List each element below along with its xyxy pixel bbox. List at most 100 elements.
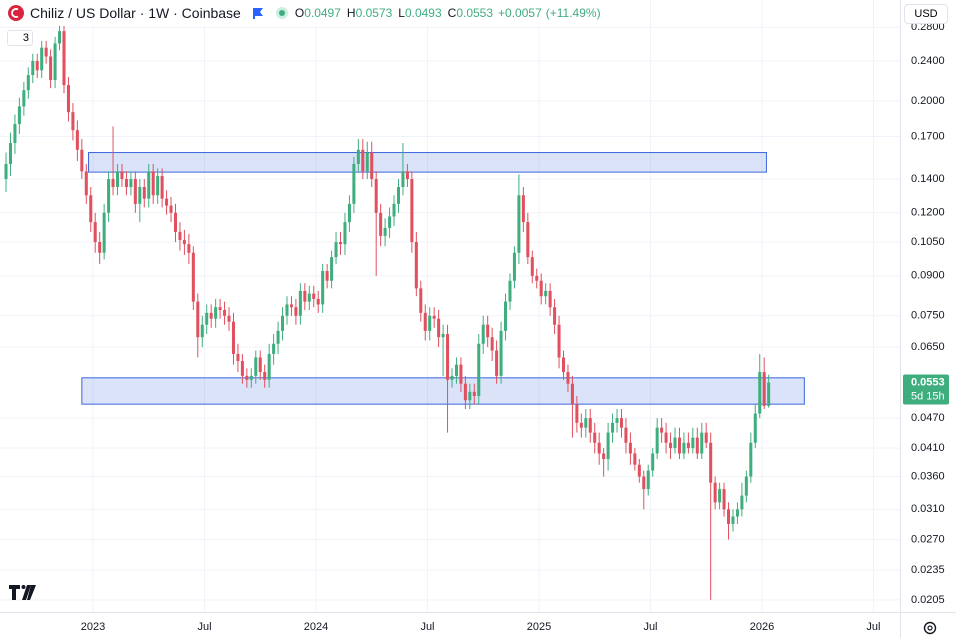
price-tag-label: 0.0553 bbox=[911, 376, 945, 388]
candle-body bbox=[660, 427, 664, 433]
x-tick-label: Jul bbox=[866, 621, 880, 633]
candle-body bbox=[477, 343, 481, 397]
currency-button[interactable]: USD bbox=[904, 4, 948, 24]
candle-body bbox=[236, 353, 240, 362]
y-tick-label: 0.0205 bbox=[911, 594, 945, 606]
candle-body bbox=[615, 418, 619, 423]
y-tick-label: 0.1700 bbox=[911, 130, 945, 142]
candle-body bbox=[330, 257, 334, 281]
low-value: 0.0493 bbox=[404, 6, 442, 20]
candle-body bbox=[249, 375, 253, 380]
candle-body bbox=[66, 85, 70, 113]
candle-body bbox=[762, 372, 766, 406]
candle-body bbox=[682, 442, 686, 454]
indicator-toggle[interactable]: 3 bbox=[7, 30, 33, 46]
symbol-logo bbox=[8, 5, 24, 21]
flag-icon[interactable] bbox=[251, 6, 265, 20]
candle-body bbox=[548, 290, 552, 308]
candle-body bbox=[584, 418, 588, 428]
candle-body bbox=[637, 464, 641, 477]
candle-body bbox=[677, 437, 681, 454]
candle-body bbox=[673, 437, 677, 449]
candle-body bbox=[597, 442, 601, 454]
candle-body bbox=[544, 290, 548, 297]
currency-label: USD bbox=[914, 8, 938, 20]
candle-body bbox=[312, 293, 316, 299]
candle-body bbox=[272, 343, 276, 354]
settings-icon[interactable] bbox=[923, 621, 937, 635]
candle-body bbox=[468, 391, 472, 401]
candle-body bbox=[414, 242, 418, 289]
candle-body bbox=[22, 90, 26, 107]
candle-body bbox=[200, 324, 204, 338]
candle-body bbox=[499, 330, 503, 376]
candle-body bbox=[214, 307, 218, 319]
candle-body bbox=[566, 372, 570, 384]
candle-body bbox=[392, 203, 396, 217]
x-tick-label: Jul bbox=[643, 621, 657, 633]
zone bbox=[88, 152, 767, 173]
candle-body bbox=[388, 216, 392, 228]
candle-body bbox=[481, 324, 485, 344]
candle-body bbox=[602, 453, 606, 460]
candle-body bbox=[624, 427, 628, 443]
candle-body bbox=[49, 56, 53, 81]
candle-body bbox=[209, 312, 213, 319]
candle-body bbox=[570, 383, 574, 405]
candle-body bbox=[303, 290, 307, 302]
candle-body bbox=[191, 252, 195, 302]
candle-body bbox=[744, 476, 748, 496]
candle-body bbox=[740, 495, 744, 510]
symbol-title: Chiliz / US Dollar · 1W · Coinbase bbox=[30, 5, 241, 21]
close-label: C bbox=[447, 6, 457, 20]
candle-body bbox=[263, 372, 267, 380]
x-tick-label: 2025 bbox=[527, 621, 551, 633]
candle-body bbox=[151, 171, 155, 196]
candle-body bbox=[539, 280, 543, 297]
candle-body bbox=[731, 516, 735, 524]
candle-body bbox=[8, 143, 12, 164]
candle-body bbox=[147, 171, 151, 199]
candle-body bbox=[561, 357, 566, 373]
candle-body bbox=[218, 307, 222, 311]
axes: 0.2800 0.2400 0.2000 0.1700 0.1400 0.1200 0.10… bbox=[81, 21, 949, 633]
zones bbox=[81, 152, 805, 405]
candles bbox=[4, 24, 771, 600]
candle-body bbox=[44, 47, 48, 57]
candle-body bbox=[338, 242, 343, 245]
candle-body bbox=[356, 149, 360, 164]
candle-body bbox=[254, 357, 258, 376]
grid bbox=[0, 0, 900, 612]
candle-body bbox=[307, 293, 311, 302]
candle-body bbox=[298, 290, 302, 316]
candle-body bbox=[579, 422, 583, 428]
candle-body bbox=[619, 418, 623, 428]
y-tick-label: 0.2400 bbox=[911, 55, 945, 67]
candle-body bbox=[664, 432, 668, 443]
candle-body bbox=[13, 123, 17, 144]
candle-body bbox=[84, 171, 88, 196]
candle-body bbox=[107, 179, 111, 213]
candle-body bbox=[446, 334, 450, 380]
candle-body bbox=[75, 130, 79, 150]
candle-body bbox=[334, 242, 338, 258]
candle-body bbox=[441, 334, 445, 338]
candle-body bbox=[450, 375, 454, 380]
candle-body bbox=[633, 453, 637, 465]
candle-body bbox=[31, 60, 35, 76]
candle-body bbox=[504, 301, 508, 331]
candle-body bbox=[343, 222, 347, 245]
candle-body bbox=[316, 298, 320, 305]
legend-header: Chiliz / US Dollar · 1W · Coinbase O 0.04… bbox=[0, 0, 609, 26]
candle-body bbox=[160, 175, 164, 199]
candle-body bbox=[129, 179, 133, 188]
candle-body bbox=[98, 242, 102, 253]
candle-body bbox=[138, 187, 142, 204]
candle-body bbox=[4, 163, 8, 180]
candle-body bbox=[196, 301, 200, 338]
candle-body bbox=[713, 482, 717, 503]
y-tick-label: 0.2800 bbox=[911, 21, 945, 33]
candle-body bbox=[267, 353, 271, 380]
candle-body bbox=[245, 375, 249, 380]
